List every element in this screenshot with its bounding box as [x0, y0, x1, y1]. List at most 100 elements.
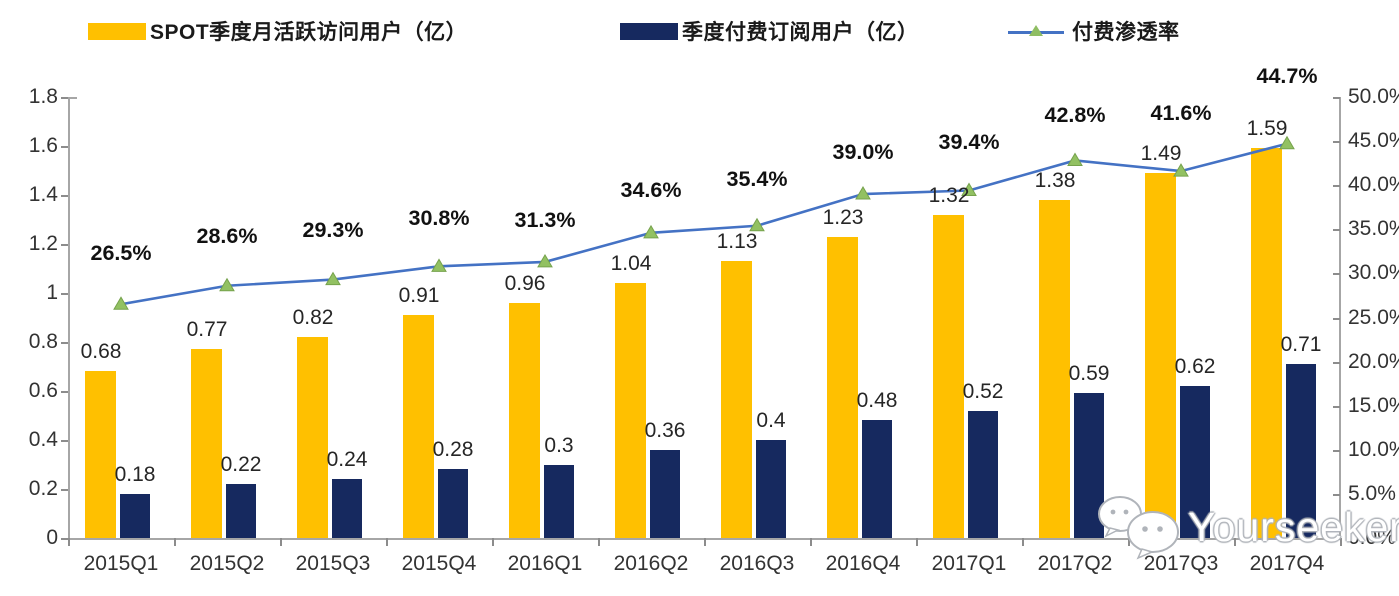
right-axis-tick-label: 15.0%: [1348, 393, 1399, 417]
x-axis-category-label: 2017Q2: [1037, 552, 1113, 575]
right-axis-tick: [1333, 97, 1340, 99]
subscribers-value-label-2015Q2: 0.22: [220, 453, 262, 477]
subscribers-value-label-2017Q4: 0.71: [1280, 333, 1322, 357]
x-axis-category-label: 2015Q4: [401, 552, 477, 575]
bar-mau-2017Q1: [933, 214, 964, 538]
penetration-label-2015Q1: 26.5%: [90, 241, 152, 266]
penetration-marker-2015Q4: [431, 258, 447, 272]
left-axis-tick: [61, 195, 68, 197]
watermark-text: Yourseeker: [1188, 503, 1399, 550]
penetration-line-marker-icon: [1008, 23, 1064, 40]
x-axis-category-label: 2015Q3: [295, 552, 371, 575]
legend-item-subscribers: 季度付费订阅用户（亿）: [620, 18, 919, 44]
bar-subscribers-2016Q4: [862, 420, 892, 538]
left-axis-tick: [61, 538, 68, 540]
mau-legend-label: SPOT季度月活跃访问用户（亿）: [150, 21, 468, 44]
right-axis-tick-label: 0.0%: [1348, 526, 1396, 549]
bar-mau-2016Q1: [509, 302, 540, 538]
right-axis-tick-label: 30.0%: [1348, 261, 1399, 285]
bar-subscribers-2016Q3: [756, 440, 786, 538]
penetration-label-2017Q1: 39.4%: [938, 130, 1000, 155]
right-axis-tick-label: 10.0%: [1348, 437, 1399, 461]
mau-value-label-2017Q3: 1.49: [1140, 141, 1182, 165]
subscribers-value-label-2016Q4: 0.48: [856, 389, 898, 413]
right-axis-tick-label: 45.0%: [1348, 129, 1399, 153]
bar-mau-2016Q2: [615, 283, 646, 538]
subscribers-value-label-2017Q1: 0.52: [962, 379, 1004, 403]
x-axis-category-label: 2016Q2: [613, 552, 689, 575]
watermark: Yourseeker: [1096, 492, 1399, 562]
bar-mau-2017Q4: [1251, 148, 1282, 538]
bar-subscribers-2015Q2: [226, 484, 256, 538]
bar-mau-2017Q3: [1145, 172, 1176, 538]
left-axis-tick-label: 1.2: [28, 232, 58, 255]
x-axis-tick: [1340, 538, 1342, 546]
right-axis-tick: [1333, 449, 1340, 452]
left-axis-tick-label: 0: [46, 526, 58, 549]
right-axis-tick-label: 25.0%: [1348, 305, 1399, 329]
left-axis-tick-label: 1.8: [28, 85, 58, 108]
bar-subscribers-2017Q4: [1286, 364, 1316, 538]
left-axis-tick: [61, 440, 68, 442]
x-axis-category-label: 2017Q4: [1249, 552, 1325, 575]
left-axis-tick-label: 0.6: [28, 379, 58, 402]
mau-value-label-2017Q4: 1.59: [1246, 117, 1288, 141]
penetration-marker-2015Q2: [219, 277, 235, 292]
x-axis-tick: [1128, 538, 1130, 546]
subscribers-value-label-2016Q2: 0.36: [644, 418, 686, 442]
subscribers-value-label-2015Q4: 0.28: [432, 438, 474, 462]
penetration-label-2016Q1: 31.3%: [514, 207, 576, 232]
bar-subscribers-2015Q1: [120, 493, 150, 538]
penetration-marker-2017Q4: [1279, 135, 1295, 150]
x-axis-tick: [386, 538, 388, 546]
left-axis-line: [68, 97, 70, 538]
penetration-label-2017Q4: 44.7%: [1256, 63, 1318, 88]
mau-value-label-2015Q4: 0.91: [398, 284, 440, 308]
penetration-marker-2016Q2: [643, 224, 659, 239]
penetration-label-2017Q2: 42.8%: [1044, 102, 1106, 127]
penetration-legend-label: 付费渗透率: [1072, 21, 1180, 44]
x-axis-tick: [1022, 538, 1024, 546]
mau-legend-swatch: [88, 22, 146, 40]
legend-item-penetration: 付费渗透率: [1008, 18, 1180, 44]
left-axis-top-cap: [68, 97, 77, 99]
penetration-label-2015Q2: 28.6%: [196, 223, 258, 248]
subscribers-value-label-2016Q1: 0.3: [544, 433, 574, 457]
bar-mau-2016Q3: [721, 261, 752, 538]
x-axis-category-label: 2015Q2: [189, 552, 265, 575]
penetration-marker-2015Q3: [325, 271, 341, 286]
x-axis-tick: [1234, 538, 1236, 546]
right-axis-tick-label: 20.0%: [1348, 349, 1399, 373]
bar-mau-2015Q3: [297, 337, 328, 538]
penetration-marker-2016Q1: [537, 253, 553, 268]
penetration-label-2016Q4: 39.0%: [832, 140, 894, 165]
left-axis-tick: [61, 391, 68, 393]
left-axis-tick-label: 0.4: [28, 428, 58, 451]
mau-value-label-2015Q3: 0.82: [292, 306, 334, 330]
penetration-marker-2017Q3: [1173, 163, 1189, 177]
right-axis-tick: [1333, 405, 1340, 408]
subscribers-value-label-2015Q1: 0.18: [114, 462, 156, 486]
x-axis-category-label: 2015Q1: [83, 552, 159, 575]
x-axis-tick: [810, 538, 812, 546]
mau-value-label-2016Q3: 1.13: [716, 230, 758, 254]
penetration-marker-2017Q1: [961, 182, 977, 196]
x-axis-category-label: 2016Q4: [825, 552, 901, 575]
x-axis-category-label: 2017Q1: [931, 552, 1007, 575]
legend-item-mau: SPOT季度月活跃访问用户（亿）: [88, 18, 467, 44]
mau-value-label-2017Q2: 1.38: [1034, 168, 1076, 192]
x-axis-tick: [68, 538, 70, 546]
penetration-line-series: [113, 135, 1295, 310]
x-axis-category-label: 2017Q3: [1143, 552, 1219, 575]
subscribers-value-label-2017Q3: 0.62: [1174, 355, 1216, 379]
x-axis-tick: [492, 538, 494, 546]
penetration-marker-2016Q4: [855, 186, 871, 200]
left-axis-tick: [61, 146, 68, 148]
right-axis-line: [1339, 97, 1341, 538]
left-axis-tick: [61, 97, 68, 99]
bar-subscribers-2017Q1: [968, 410, 998, 538]
bar-mau-2016Q4: [827, 236, 858, 538]
right-axis-tick-label: 5.0%: [1348, 481, 1396, 505]
x-axis-category-label: 2016Q3: [719, 552, 795, 575]
